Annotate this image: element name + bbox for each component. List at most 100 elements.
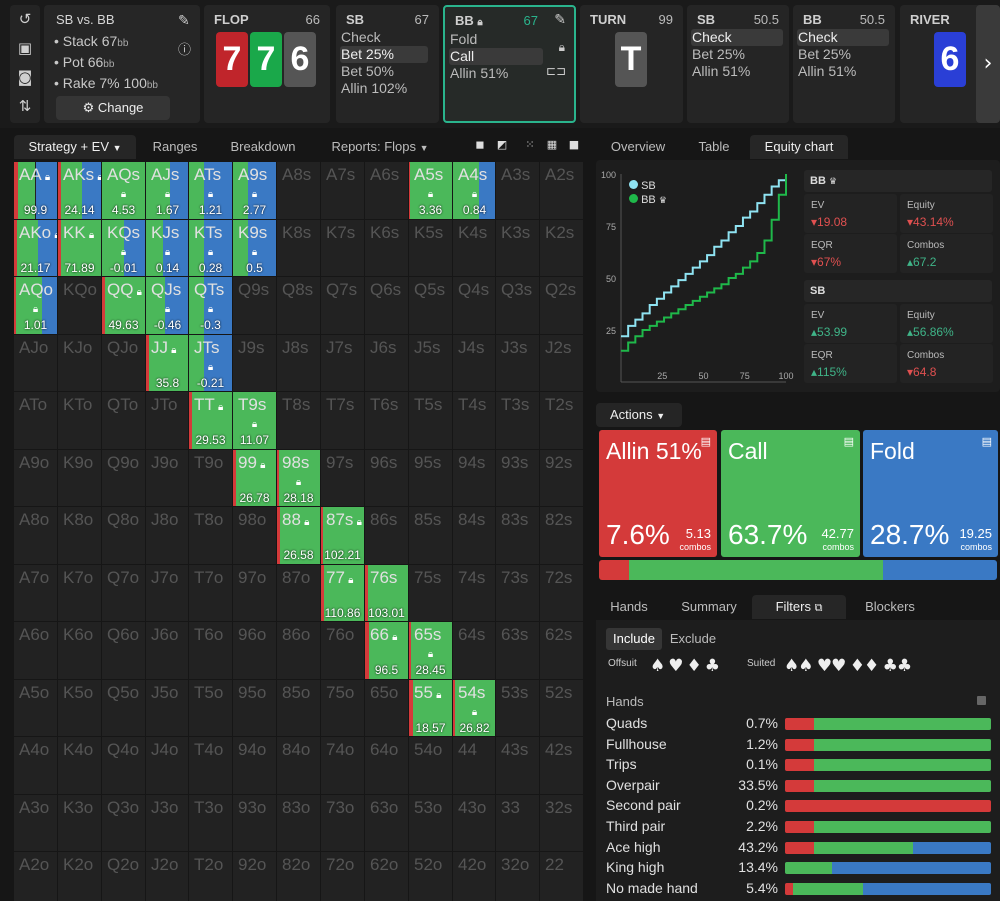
hand-cell[interactable]: T4o [189, 737, 232, 794]
compare-icon[interactable]: ⊏⊐ [545, 64, 566, 78]
hand-cell[interactable]: K8s [277, 220, 320, 277]
hand-cell[interactable]: K4s [453, 220, 496, 277]
hand-cell[interactable]: J2s [540, 335, 583, 392]
hand-cell[interactable]: A9o [14, 450, 57, 507]
hand-cell[interactable]: 83o [277, 795, 320, 852]
hand-class-row[interactable]: Quads 0.7% [606, 714, 992, 734]
hand-cell[interactable]: 98o [233, 507, 276, 564]
hand-cell[interactable]: JTo [146, 392, 189, 449]
hand-cell[interactable]: 76s 103.01 [365, 565, 408, 622]
exclude-toggle[interactable]: Exclude [666, 628, 720, 650]
hand-cell[interactable]: 63s [496, 622, 539, 679]
hand-cell[interactable]: K7s [321, 220, 364, 277]
hand-cell[interactable]: J8o [146, 507, 189, 564]
hand-cell[interactable]: 97s [321, 450, 364, 507]
hand-class-row[interactable]: Overpair 33.5% [606, 776, 992, 796]
hand-cell[interactable]: T8o [189, 507, 232, 564]
hand-cell[interactable]: Q8s [277, 277, 320, 334]
hand-cell[interactable]: 77 🔒︎ 110.86 [321, 565, 364, 622]
hand-cell[interactable]: 93o [233, 795, 276, 852]
hand-cell[interactable]: T9o [189, 450, 232, 507]
hand-cell[interactable]: 85s [409, 507, 452, 564]
hand-cell[interactable]: 86s [365, 507, 408, 564]
hand-cell[interactable]: J2o [146, 852, 189, 901]
half-view-icon[interactable]: ◩ [496, 138, 508, 151]
club-pair-icon[interactable]: ♣♣ [882, 656, 913, 676]
hand-cell[interactable]: AKs 🔒︎ 24.14 [58, 162, 101, 219]
sb2-option[interactable]: Allin 51% [692, 63, 751, 79]
hand-cell[interactable]: K6s [365, 220, 408, 277]
hand-cell[interactable]: AA 🔒︎ 99.9 [14, 162, 57, 219]
tab-breakdown[interactable]: Breakdown [224, 135, 302, 159]
hand-cell[interactable]: A6o [14, 622, 57, 679]
hand-cell[interactable]: J7s [321, 335, 364, 392]
hand-cell[interactable]: K3s [496, 220, 539, 277]
diamond-pair-icon[interactable]: ♦♦ [849, 656, 880, 676]
hand-cell[interactable]: 62o [365, 852, 408, 901]
tab-reports-flops[interactable]: Reports: Flops ▼ [320, 135, 440, 159]
hand-cell[interactable]: J3o [146, 795, 189, 852]
hand-cell[interactable]: T6s [365, 392, 408, 449]
hand-class-row[interactable]: Fullhouse 1.2% [606, 735, 992, 755]
heart-pair-icon[interactable]: ♥♥ [816, 656, 847, 676]
hand-cell[interactable]: KQo [58, 277, 101, 334]
hand-cell[interactable]: A4o [14, 737, 57, 794]
hand-cell[interactable]: 92s [540, 450, 583, 507]
edit-icon[interactable]: ✎ [178, 13, 190, 29]
hand-cell[interactable]: 76o [321, 622, 364, 679]
hand-cell[interactable]: Q9s [233, 277, 276, 334]
sb1-option[interactable]: Allin 102% [341, 80, 408, 96]
grid-icon[interactable]: ▦ [546, 138, 558, 151]
hand-cell[interactable]: J9s [233, 335, 276, 392]
hand-cell[interactable]: 55 🔒︎ 18.57 [409, 680, 452, 737]
hand-cell[interactable]: 93s [496, 450, 539, 507]
hand-cell[interactable]: 87o [277, 565, 320, 622]
hand-cell[interactable]: JJ 🔒︎ 35.8 [146, 335, 189, 392]
hand-cell[interactable]: 74o [321, 737, 364, 794]
suited-suits[interactable]: ♠♠ ♥♥ ♦♦ ♣♣ [784, 656, 913, 676]
hand-cell[interactable]: J6o [146, 622, 189, 679]
hand-cell[interactable]: T5s [409, 392, 452, 449]
hand-cell[interactable]: Q6o [102, 622, 145, 679]
hand-cell[interactable]: JTs 🔒︎ -0.21 [189, 335, 232, 392]
hand-cell[interactable]: 43o [453, 795, 496, 852]
hand-cell[interactable]: QQ 🔒︎ 49.63 [102, 277, 145, 334]
hand-cell[interactable]: Q7s [321, 277, 364, 334]
hand-cell[interactable]: K2s [540, 220, 583, 277]
hand-cell[interactable]: 54o [409, 737, 452, 794]
hand-cell[interactable]: K5s [409, 220, 452, 277]
hand-cell[interactable]: 84s [453, 507, 496, 564]
hand-cell[interactable]: AQs 🔒︎ 4.53 [102, 162, 145, 219]
hand-cell[interactable]: 52o [409, 852, 452, 901]
hand-cell[interactable]: T5o [189, 680, 232, 737]
hand-cell[interactable]: KTs 🔒︎ 0.28 [189, 220, 232, 277]
hand-cell[interactable]: T4s [453, 392, 496, 449]
full-view-icon[interactable]: ■ [568, 138, 580, 151]
bb-action-panel-2[interactable]: BB 50.5 Check Bet 25% Allin 51% [793, 5, 895, 123]
hand-cell[interactable]: 82o [277, 852, 320, 901]
hand-cell[interactable]: 95s [409, 450, 452, 507]
hand-cell[interactable]: 52s [540, 680, 583, 737]
hand-cell[interactable]: Q4o [102, 737, 145, 794]
hand-cell[interactable]: A5o [14, 680, 57, 737]
hand-cell[interactable]: 83s [496, 507, 539, 564]
hand-cell[interactable]: Q6s [365, 277, 408, 334]
hand-cell[interactable]: 75s [409, 565, 452, 622]
sb1-option[interactable]: Bet 50% [341, 63, 394, 79]
hand-cell[interactable]: K7o [58, 565, 101, 622]
hand-cell[interactable]: KJs 🔒︎ 0.14 [146, 220, 189, 277]
tab-strategy-ev[interactable]: Strategy + EV ▼ [14, 135, 136, 159]
hand-cell[interactable]: 32s [540, 795, 583, 852]
hand-cell[interactable]: 62s [540, 622, 583, 679]
save-icon[interactable]: ▣ [17, 39, 33, 57]
tab-filters[interactable]: Filters ⧉ [752, 595, 846, 619]
hand-cell[interactable]: 53o [409, 795, 452, 852]
hand-cell[interactable]: K2o [58, 852, 101, 901]
spade-icon[interactable]: ♠ [650, 656, 669, 676]
bb2-option[interactable]: Allin 51% [798, 63, 857, 79]
hand-cell[interactable]: T7s [321, 392, 364, 449]
bb-action-panel-1[interactable]: BB 🔒︎ 67 ✎ 🔒︎ ⊏⊐ Fold Call Allin 51% [443, 5, 576, 123]
hand-class-row[interactable]: Trips 0.1% [606, 755, 992, 775]
hand-cell[interactable]: J4s [453, 335, 496, 392]
